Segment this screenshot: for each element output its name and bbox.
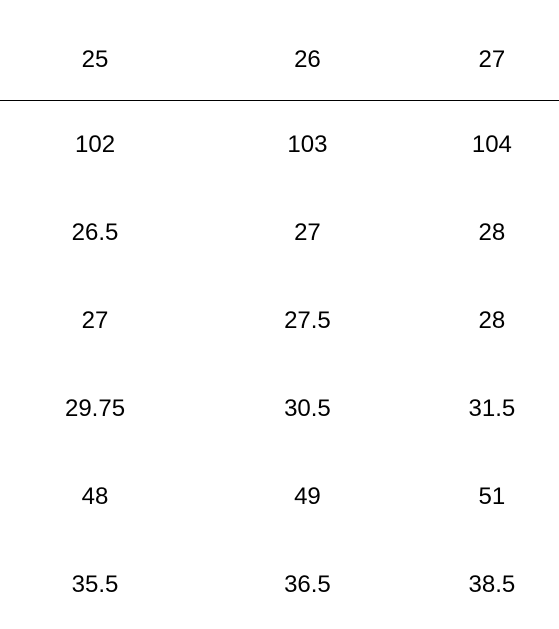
table-cell: 28 [425, 309, 559, 333]
table-cell: 27.5 [190, 309, 425, 333]
table-cell: 27 [190, 221, 425, 245]
table-cell: 49 [190, 485, 425, 509]
table-header-cell: 26 [190, 48, 425, 72]
table-body: 102 103 104 26.5 27 28 27 27.5 28 29.75 … [0, 101, 559, 629]
table-cell: 104 [425, 133, 559, 157]
table-cell: 35.5 [0, 573, 190, 597]
table-row: 102 103 104 [0, 101, 559, 189]
table-cell: 29.75 [0, 397, 190, 421]
table-row: 48 49 51 [0, 453, 559, 541]
table-cell: 38.5 [425, 573, 559, 597]
table-cell: 102 [0, 133, 190, 157]
table-cell: 51 [425, 485, 559, 509]
table-row: 26.5 27 28 [0, 189, 559, 277]
table-row: 29.75 30.5 31.5 [0, 365, 559, 453]
table-row: 27 27.5 28 [0, 277, 559, 365]
table-cell: 27 [0, 309, 190, 333]
table-cell: 30.5 [190, 397, 425, 421]
table-row: 35.5 36.5 38.5 [0, 541, 559, 629]
table-cell: 48 [0, 485, 190, 509]
table-cell: 28 [425, 221, 559, 245]
size-table: 25 26 27 102 103 104 26.5 27 28 27 27.5 … [0, 0, 559, 559]
table-cell: 36.5 [190, 573, 425, 597]
table-header-cell: 25 [0, 48, 190, 72]
table-header-row: 25 26 27 [0, 48, 559, 101]
table-header-cell: 27 [425, 48, 559, 72]
table-cell: 26.5 [0, 221, 190, 245]
table-cell: 103 [190, 133, 425, 157]
table-cell: 31.5 [425, 397, 559, 421]
